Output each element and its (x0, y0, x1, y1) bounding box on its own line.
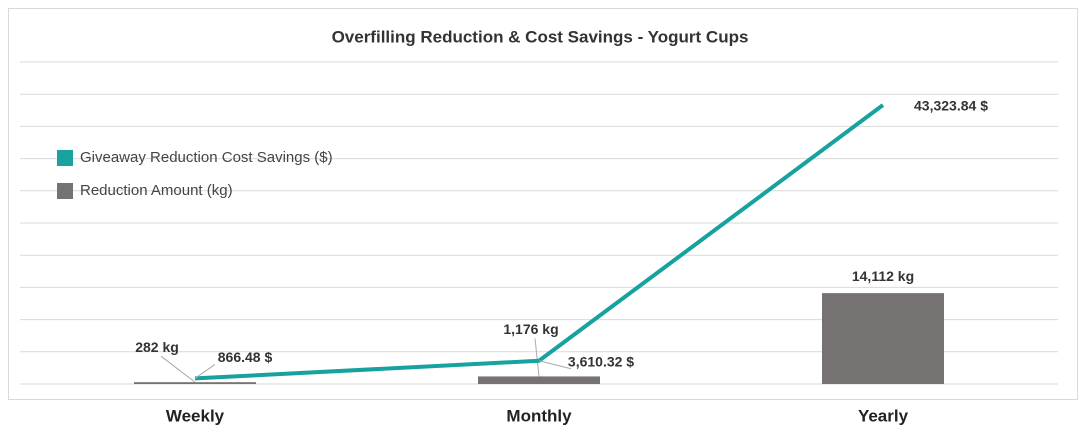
x-tick-label: Weekly (166, 406, 225, 425)
legend-label: Giveaway Reduction Cost Savings ($) (80, 149, 333, 166)
data-label: 43,323.84 $ (914, 98, 988, 114)
legend-swatch (57, 183, 73, 199)
legend-swatch (57, 150, 73, 166)
bar (478, 376, 600, 384)
leader-line (538, 360, 572, 370)
data-label: 866.48 $ (218, 349, 273, 365)
x-tick-label: Monthly (506, 406, 572, 425)
bar (134, 382, 256, 384)
data-label: 14,112 kg (852, 268, 914, 284)
data-label: 3,610.32 $ (568, 353, 634, 369)
chart-title: Overfilling Reduction & Cost Savings - Y… (332, 27, 749, 46)
bar (822, 293, 944, 384)
leader-line (160, 355, 196, 383)
legend-label: Reduction Amount (kg) (80, 182, 233, 199)
leader-line (194, 364, 216, 379)
data-label: 282 kg (135, 339, 179, 355)
x-tick-label: Yearly (858, 406, 909, 425)
leader-line (534, 338, 540, 377)
data-label: 1,176 kg (503, 321, 558, 337)
